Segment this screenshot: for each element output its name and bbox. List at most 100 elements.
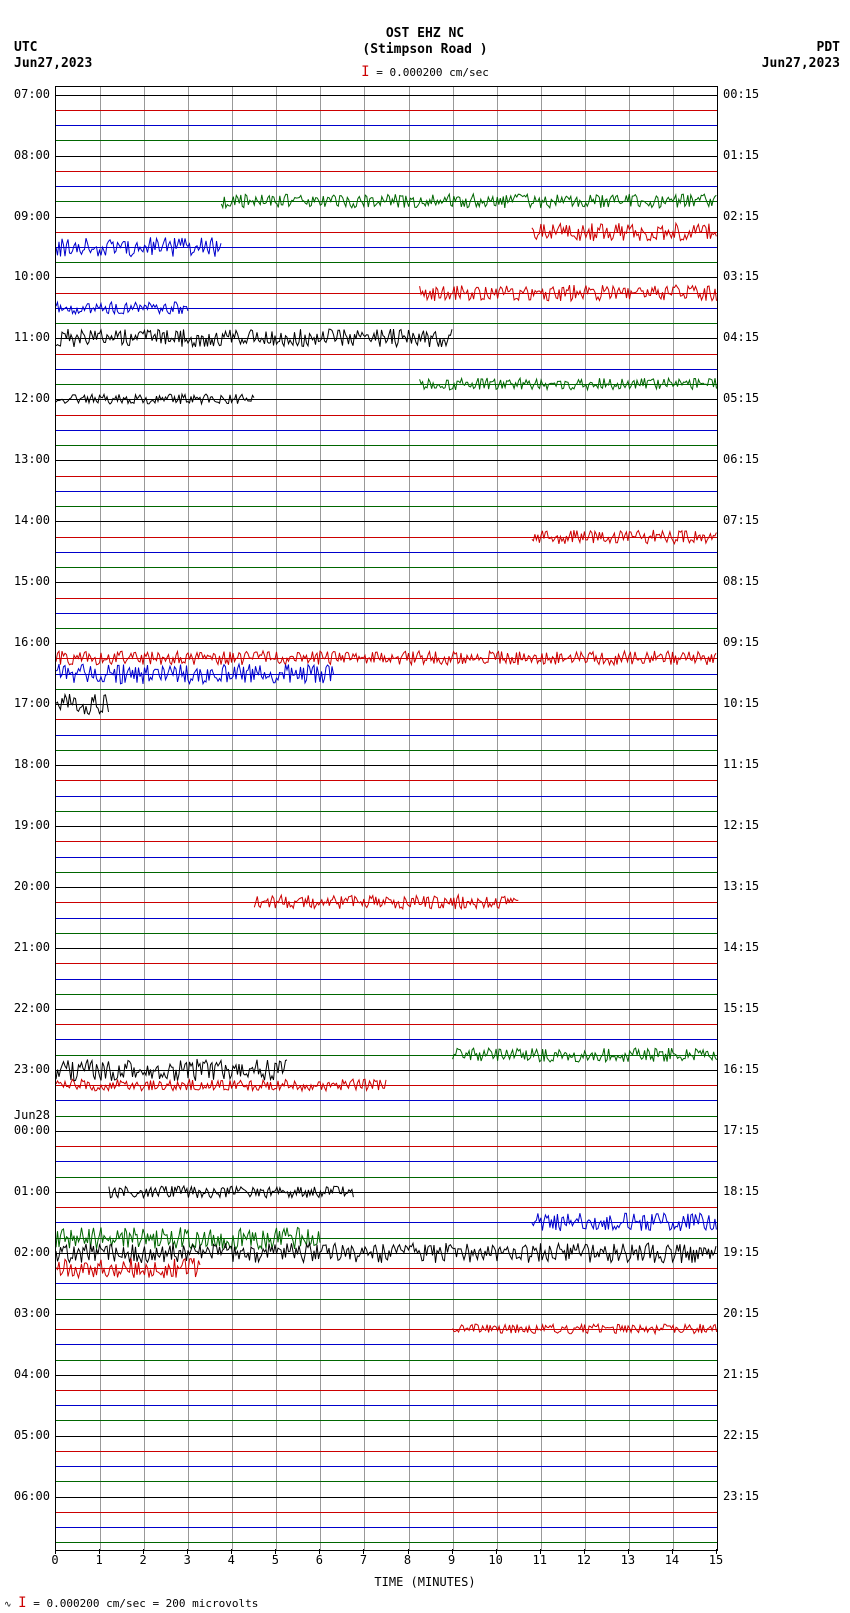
seismic-noise	[56, 300, 717, 316]
y-label-left: 22:00	[5, 1001, 50, 1015]
y-label-left: 16:00	[5, 635, 50, 649]
seismic-noise	[56, 662, 717, 686]
trace-baseline	[56, 780, 717, 781]
trace-baseline	[56, 1512, 717, 1513]
trace-baseline	[56, 796, 717, 797]
y-label-left: Jun28	[5, 1108, 50, 1122]
x-tick-label: 3	[172, 1553, 202, 1567]
trace-baseline	[56, 1497, 717, 1498]
x-tick	[319, 1549, 320, 1554]
x-tick	[187, 1549, 188, 1554]
seismic-noise	[56, 327, 717, 349]
y-label-right: 04:15	[723, 330, 759, 344]
trace-baseline	[56, 445, 717, 446]
y-label-left: 19:00	[5, 818, 50, 832]
y-label-left: 18:00	[5, 757, 50, 771]
trace-baseline	[56, 872, 717, 873]
y-label-right: 23:15	[723, 1489, 759, 1503]
y-label-left: 04:00	[5, 1367, 50, 1381]
seismic-noise	[56, 528, 717, 546]
x-tick-label: 10	[481, 1553, 511, 1567]
trace-baseline	[56, 598, 717, 599]
y-label-left: 09:00	[5, 209, 50, 223]
trace-baseline	[56, 841, 717, 842]
y-label-left: 07:00	[5, 87, 50, 101]
x-tick-label: 4	[216, 1553, 246, 1567]
trace-baseline	[56, 933, 717, 934]
y-label-right: 17:15	[723, 1123, 759, 1137]
trace-baseline	[56, 1207, 717, 1208]
seismic-noise	[56, 691, 717, 717]
y-label-left: 12:00	[5, 391, 50, 405]
y-label-right: 05:15	[723, 391, 759, 405]
y-label-right: 21:15	[723, 1367, 759, 1381]
trace-baseline	[56, 948, 717, 949]
seismic-noise	[56, 1077, 717, 1093]
x-tick-label: 0	[40, 1553, 70, 1567]
footer-scale: ∿ I = 0.000200 cm/sec = 200 microvolts	[4, 1595, 258, 1611]
chart-title: OST EHZ NC	[0, 26, 850, 41]
date-left: Jun27,2023	[14, 56, 92, 71]
trace-baseline	[56, 354, 717, 355]
y-label-left: 11:00	[5, 330, 50, 344]
trace-baseline	[56, 613, 717, 614]
trace-baseline	[56, 963, 717, 964]
trace-baseline	[56, 262, 717, 263]
x-tick	[540, 1549, 541, 1554]
trace-baseline	[56, 994, 717, 995]
trace-baseline	[56, 1344, 717, 1345]
y-label-right: 02:15	[723, 209, 759, 223]
y-label-right: 22:15	[723, 1428, 759, 1442]
x-tick-label: 12	[569, 1553, 599, 1567]
trace-baseline	[56, 979, 717, 980]
trace-baseline	[56, 643, 717, 644]
seismic-noise	[56, 1256, 717, 1280]
x-tick-label: 7	[348, 1553, 378, 1567]
x-tick	[99, 1549, 100, 1554]
y-label-right: 08:15	[723, 574, 759, 588]
trace-baseline	[56, 552, 717, 553]
y-label-left: 03:00	[5, 1306, 50, 1320]
x-tick	[55, 1549, 56, 1554]
trace-baseline	[56, 171, 717, 172]
plot-area	[55, 86, 718, 1551]
trace-baseline	[56, 1131, 717, 1132]
y-label-right: 09:15	[723, 635, 759, 649]
trace-baseline	[56, 1116, 717, 1117]
trace-baseline	[56, 521, 717, 522]
trace-baseline	[56, 186, 717, 187]
trace-baseline	[56, 95, 717, 96]
y-label-right: 20:15	[723, 1306, 759, 1320]
x-tick	[452, 1549, 453, 1554]
trace-baseline	[56, 628, 717, 629]
x-tick	[231, 1549, 232, 1554]
seismic-noise	[56, 1184, 717, 1200]
trace-baseline	[56, 506, 717, 507]
date-right: Jun27,2023	[762, 56, 840, 71]
y-label-right: 13:15	[723, 879, 759, 893]
y-label-right: 00:15	[723, 87, 759, 101]
trace-baseline	[56, 156, 717, 157]
trace-baseline	[56, 1420, 717, 1421]
x-tick-label: 9	[437, 1553, 467, 1567]
trace-baseline	[56, 735, 717, 736]
y-label-left: 17:00	[5, 696, 50, 710]
trace-baseline	[56, 1451, 717, 1452]
y-label-left: 08:00	[5, 148, 50, 162]
timezone-left: UTC	[14, 40, 37, 55]
trace-baseline	[56, 460, 717, 461]
trace-baseline	[56, 1360, 717, 1361]
scale-bar-top: I = 0.000200 cm/sec	[0, 64, 850, 80]
trace-baseline	[56, 918, 717, 919]
x-tick-label: 5	[260, 1553, 290, 1567]
trace-baseline	[56, 217, 717, 218]
seismic-noise	[56, 376, 717, 392]
timezone-right: PDT	[817, 40, 840, 55]
trace-baseline	[56, 1299, 717, 1300]
x-tick-label: 2	[128, 1553, 158, 1567]
y-label-left: 06:00	[5, 1489, 50, 1503]
x-tick	[496, 1549, 497, 1554]
y-label-left: 23:00	[5, 1062, 50, 1076]
y-label-right: 03:15	[723, 269, 759, 283]
y-label-left: 05:00	[5, 1428, 50, 1442]
